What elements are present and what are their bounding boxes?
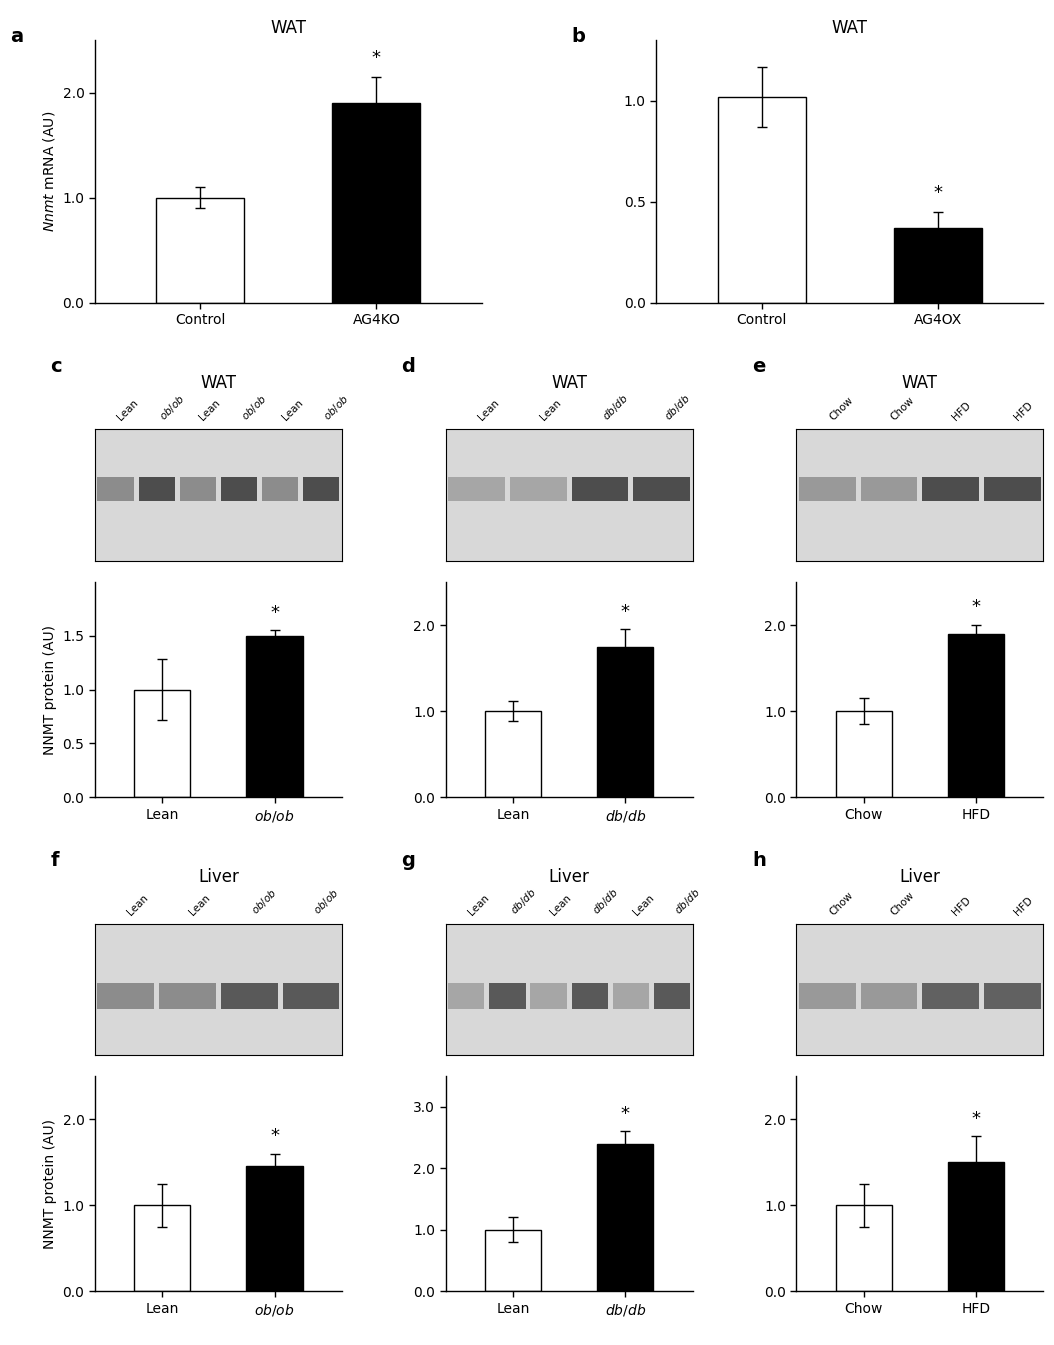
Bar (612, 983, 649, 1009)
Bar (156, 198, 245, 303)
Text: a: a (9, 27, 23, 46)
Text: $\it{db/db}$: $\it{db/db}$ (507, 885, 539, 917)
Bar (984, 983, 1041, 1009)
Text: *: * (934, 183, 942, 202)
Text: *: * (972, 599, 980, 616)
Bar (571, 983, 608, 1009)
Bar (571, 477, 628, 500)
Text: *: * (270, 1127, 279, 1145)
Y-axis label: NNMT protein (AU): NNMT protein (AU) (43, 624, 57, 755)
Title: Liver: Liver (549, 868, 589, 886)
Bar (530, 983, 567, 1009)
Y-axis label: NNMT protein (AU): NNMT protein (AU) (43, 1119, 57, 1248)
Text: $\it{ob/ob}$: $\it{ob/ob}$ (321, 391, 352, 422)
Text: e: e (752, 356, 765, 375)
Bar (247, 1166, 302, 1291)
Bar (948, 633, 1004, 798)
Text: *: * (270, 604, 279, 621)
Text: b: b (571, 27, 585, 46)
Bar (97, 477, 134, 500)
Text: $\it{db/db}$: $\it{db/db}$ (590, 885, 621, 917)
Text: Lean: Lean (280, 398, 305, 422)
Bar (836, 712, 892, 798)
Text: Chow: Chow (827, 395, 855, 422)
Y-axis label: $\it{Nnmt}$ mRNA (AU): $\it{Nnmt}$ mRNA (AU) (41, 112, 57, 233)
Bar (598, 647, 653, 798)
Bar (984, 477, 1041, 500)
Title: WAT: WAT (902, 374, 938, 391)
Bar (448, 983, 485, 1009)
Text: Chow: Chow (890, 395, 917, 422)
Text: HFD: HFD (951, 894, 973, 917)
Text: *: * (372, 48, 380, 67)
Title: Liver: Liver (198, 868, 239, 886)
Text: Lean: Lean (125, 892, 151, 917)
Bar (861, 983, 917, 1009)
Bar (485, 1229, 541, 1291)
Text: HFD: HFD (1013, 401, 1035, 422)
Bar (653, 983, 690, 1009)
Bar (179, 477, 216, 500)
Bar (598, 1143, 653, 1291)
Bar (282, 983, 339, 1009)
Text: Chow: Chow (827, 889, 855, 917)
Bar (861, 477, 917, 500)
Bar (633, 477, 690, 500)
Text: *: * (972, 1110, 980, 1127)
Text: Lean: Lean (476, 398, 502, 422)
Title: WAT: WAT (271, 19, 307, 38)
Bar (247, 636, 302, 798)
Title: WAT: WAT (551, 374, 587, 391)
Bar (262, 477, 298, 500)
Text: $\it{ob/ob}$: $\it{ob/ob}$ (249, 886, 280, 917)
Title: Liver: Liver (899, 868, 940, 886)
Bar (799, 983, 856, 1009)
Bar (836, 1205, 892, 1291)
Bar (718, 97, 806, 303)
Bar (922, 983, 979, 1009)
Bar (489, 983, 526, 1009)
Bar (134, 690, 191, 798)
Text: Lean: Lean (116, 398, 140, 422)
Text: $\it{db/db}$: $\it{db/db}$ (600, 391, 631, 422)
Bar (97, 983, 154, 1009)
Text: $\it{ob/ob}$: $\it{ob/ob}$ (239, 391, 270, 422)
Bar (221, 983, 277, 1009)
Text: Lean: Lean (198, 398, 222, 422)
Bar (134, 1205, 191, 1291)
Bar (485, 712, 541, 798)
Bar (894, 229, 982, 303)
Bar (922, 477, 979, 500)
Bar (948, 1162, 1004, 1291)
Text: d: d (402, 356, 415, 375)
Text: $\it{ob/ob}$: $\it{ob/ob}$ (311, 886, 343, 917)
Text: h: h (752, 851, 766, 870)
Bar (799, 477, 856, 500)
Text: *: * (621, 603, 630, 621)
Text: Lean: Lean (466, 892, 491, 917)
Text: *: * (621, 1104, 630, 1123)
Text: c: c (51, 356, 62, 375)
Bar (304, 477, 339, 500)
Text: HFD: HFD (951, 401, 973, 422)
Text: $\it{db/db}$: $\it{db/db}$ (662, 391, 694, 422)
Text: Lean: Lean (539, 398, 563, 422)
Bar (448, 477, 505, 500)
Bar (510, 477, 567, 500)
Text: Lean: Lean (548, 892, 573, 917)
Bar (138, 477, 175, 500)
Text: Lean: Lean (631, 892, 656, 917)
Title: WAT: WAT (832, 19, 867, 38)
Text: Lean: Lean (188, 892, 212, 917)
Bar (332, 104, 421, 303)
Text: Chow: Chow (890, 889, 917, 917)
Text: $\it{db/db}$: $\it{db/db}$ (672, 885, 703, 917)
Bar (221, 477, 257, 500)
Bar (159, 983, 216, 1009)
Text: g: g (402, 851, 415, 870)
Text: $\it{ob/ob}$: $\it{ob/ob}$ (157, 391, 188, 422)
Title: WAT: WAT (200, 374, 236, 391)
Text: HFD: HFD (1013, 894, 1035, 917)
Text: f: f (51, 851, 59, 870)
